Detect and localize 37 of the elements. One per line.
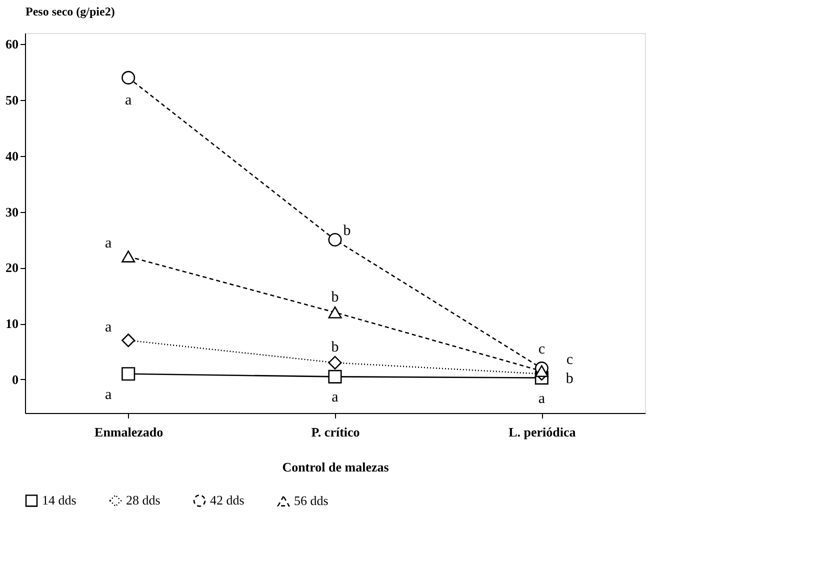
annotation: c (538, 341, 546, 358)
point (328, 233, 342, 247)
x-tick-label: Enmalezado (94, 424, 164, 440)
x-axis-title: Control de malezas (282, 460, 389, 474)
annotation: a (538, 390, 546, 407)
legend-label: 14 dds (42, 492, 76, 508)
y-tick-label: 30 (6, 204, 18, 220)
annotation: c (566, 352, 574, 368)
legend-label: 56 dds (294, 493, 328, 508)
x-tick-label: L. periódica (508, 424, 576, 440)
point (328, 306, 342, 318)
y-tick-label: 60 (6, 36, 18, 52)
annotation: b (566, 370, 574, 387)
annotation: a (332, 390, 339, 406)
point (534, 365, 548, 378)
y-axis-title: Peso seco (g/pie2) (26, 4, 115, 18)
annotation: b (331, 289, 339, 306)
point (122, 367, 136, 381)
y-tick-label: 10 (6, 316, 18, 332)
point (122, 334, 136, 348)
x-tick-label: P. crítico (311, 424, 360, 440)
annotation: a (104, 319, 112, 336)
annotation: a (104, 386, 112, 403)
y-tick-label: 0 (12, 372, 18, 387)
point (328, 356, 342, 370)
annotation: a (124, 92, 132, 109)
annotation: b (343, 222, 351, 239)
y-tick-label: 50 (6, 92, 18, 108)
point (328, 370, 342, 384)
point (122, 250, 136, 262)
point (122, 70, 136, 84)
legend-label: 42 dds (210, 492, 244, 508)
y-tick-label: 20 (6, 260, 18, 276)
y-tick-label: 40 (6, 148, 18, 164)
annotation: a (104, 236, 112, 252)
annotation: b (331, 340, 339, 356)
legend-label: 28 dds (126, 492, 160, 508)
